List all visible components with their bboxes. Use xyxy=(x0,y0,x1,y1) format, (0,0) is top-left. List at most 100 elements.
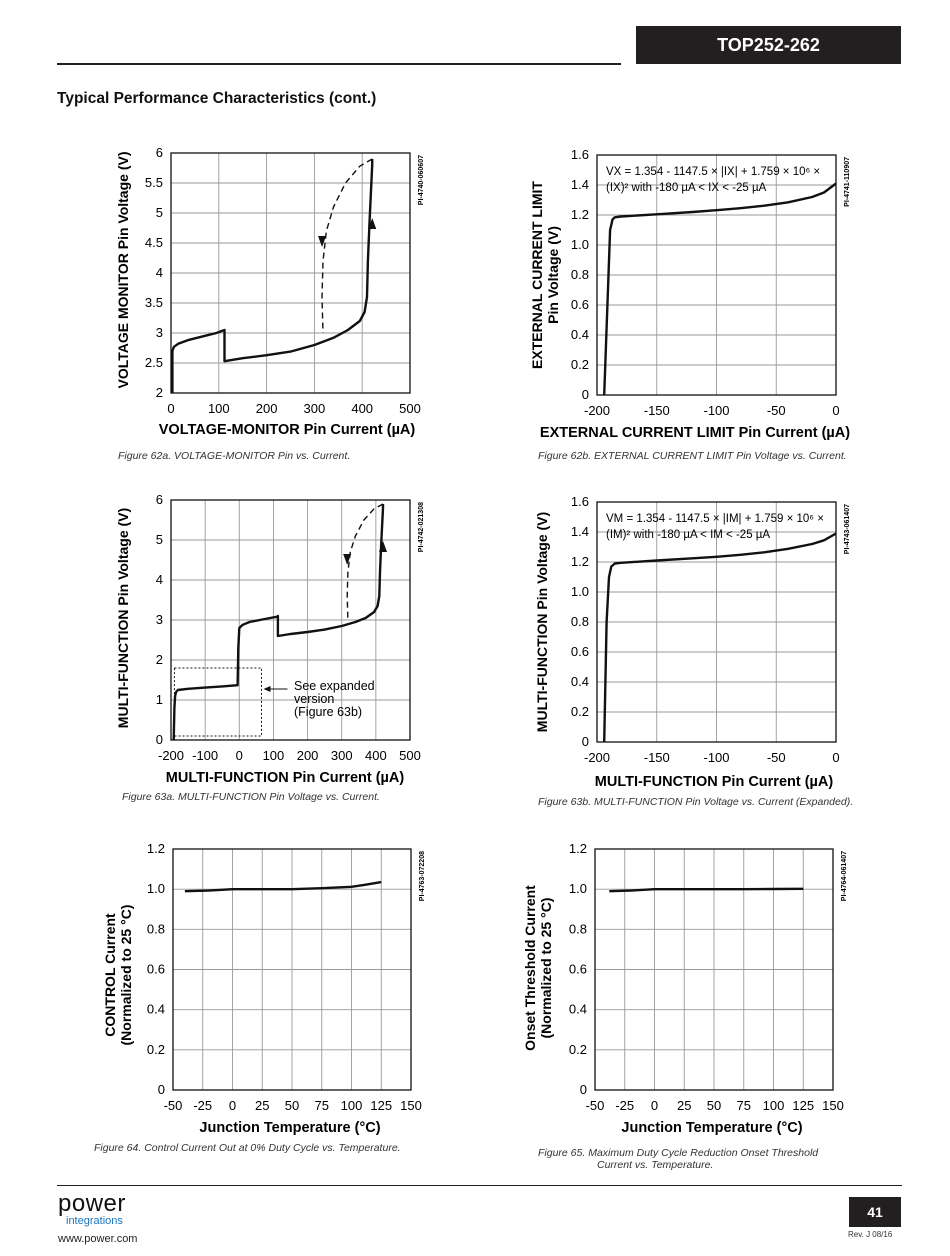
y-tick-label: 0.4 xyxy=(571,327,589,342)
y-axis-title: CONTROL Current xyxy=(102,913,118,1037)
x-tick-label: 25 xyxy=(677,1098,691,1113)
x-tick-label: -150 xyxy=(644,403,670,418)
logo-power-text: power xyxy=(58,1190,126,1217)
x-tick-label: 0 xyxy=(236,748,243,763)
x-tick-label: 50 xyxy=(285,1098,299,1113)
y-tick-label: 1 xyxy=(156,692,163,707)
series-line xyxy=(603,532,837,743)
y-tick-label: 1.0 xyxy=(569,881,587,896)
figure-caption: Figure 63b. MULTI-FUNCTION Pin Voltage v… xyxy=(538,796,854,808)
x-axis-title: MULTI-FUNCTION Pin Current (µA) xyxy=(595,774,834,790)
y-tick-label: 2 xyxy=(156,652,163,667)
figure-caption: Figure 62b. EXTERNAL CURRENT LIMIT Pin V… xyxy=(538,450,847,462)
x-tick-label: 150 xyxy=(400,1098,422,1113)
x-tick-label: 150 xyxy=(822,1098,844,1113)
figure-code-label: PI-4742-021308 xyxy=(418,502,425,552)
y-axis-title: (Normalized to 25 °C) xyxy=(538,898,554,1039)
y-tick-label: 0.2 xyxy=(571,357,589,372)
y-tick-label: 3 xyxy=(156,325,163,340)
x-tick-label: 300 xyxy=(331,748,353,763)
y-axis-title: EXTERNAL CURRENT LIMIT xyxy=(529,181,545,369)
x-tick-label: 500 xyxy=(399,748,421,763)
caption-line-1: Figure 65. Maximum Duty Cycle Reduction … xyxy=(538,1147,819,1159)
part-number-badge: TOP252-262 xyxy=(636,26,901,64)
series-line xyxy=(184,880,382,893)
figure-caption: Figure 65. Maximum Duty Cycle Reduction … xyxy=(538,1147,818,1171)
y-tick-label: 1.0 xyxy=(147,881,165,896)
x-tick-label: 100 xyxy=(763,1098,785,1113)
x-tick-label: -100 xyxy=(703,403,729,418)
x-tick-label: 0 xyxy=(651,1098,658,1113)
x-tick-label: -25 xyxy=(193,1098,212,1113)
x-axis-title: VOLTAGE-MONITOR Pin Current (µA) xyxy=(159,422,416,438)
y-tick-label: 0.6 xyxy=(571,297,589,312)
figure-code-label: PI-4764-061407 xyxy=(841,851,848,901)
section-title: Typical Performance Characteristics (con… xyxy=(57,90,377,107)
y-tick-label: 6 xyxy=(156,145,163,160)
x-tick-label: 25 xyxy=(255,1098,269,1113)
revision-label: Rev. J 08/16 xyxy=(848,1230,893,1239)
y-tick-label: 0.8 xyxy=(569,921,587,936)
x-tick-label: -200 xyxy=(584,750,610,765)
y-tick-label: 0.2 xyxy=(571,704,589,719)
y-tick-label: 1.2 xyxy=(571,554,589,569)
x-axis-title: Junction Temperature (°C) xyxy=(621,1120,802,1136)
y-axis-title: (Normalized to 25 °C) xyxy=(118,905,134,1046)
x-tick-label: 0 xyxy=(229,1098,236,1113)
y-tick-label: 0 xyxy=(582,734,589,749)
y-tick-label: 0.6 xyxy=(569,962,587,977)
x-tick-label: 200 xyxy=(256,401,278,416)
y-tick-label: 0 xyxy=(580,1082,587,1097)
y-tick-label: 0.6 xyxy=(147,962,165,977)
plot-frame xyxy=(170,152,411,394)
y-axis-title: MULTI-FUNCTION Pin Voltage (V) xyxy=(534,512,550,732)
y-tick-label: 0.4 xyxy=(569,1002,587,1017)
header-rule xyxy=(57,63,621,65)
y-tick-label: 0.2 xyxy=(147,1042,165,1057)
y-tick-label: 1.0 xyxy=(571,237,589,252)
y-tick-label: 4.5 xyxy=(145,235,163,250)
x-tick-label: 50 xyxy=(707,1098,721,1113)
y-tick-label: 0.2 xyxy=(569,1042,587,1057)
y-tick-label: 6 xyxy=(156,492,163,507)
y-tick-label: 1.2 xyxy=(147,841,165,856)
formula-text: VM = 1.354 - 1147.5 × |IM| + 1.759 × 10⁶… xyxy=(606,513,824,525)
x-tick-label: 75 xyxy=(315,1098,329,1113)
y-tick-label: 5.5 xyxy=(145,175,163,190)
page-number: 41 xyxy=(849,1197,901,1227)
x-tick-label: 100 xyxy=(208,401,230,416)
x-tick-label: -100 xyxy=(703,750,729,765)
formula-text: VX = 1.354 - 1147.5 × |IX| + 1.759 × 10⁶… xyxy=(606,166,820,178)
formula-text: (IX)² with -180 µA < IX < -25 µA xyxy=(606,182,767,194)
y-axis-title: Onset Threshold Current xyxy=(522,885,538,1051)
x-tick-label: 0 xyxy=(167,401,174,416)
x-tick-label: 0 xyxy=(832,750,839,765)
callout-text: See expanded xyxy=(294,679,375,693)
y-tick-label: 3.5 xyxy=(145,295,163,310)
callout-text: (Figure 63b) xyxy=(294,705,362,719)
direction-arrow xyxy=(343,554,352,565)
y-tick-label: 0.4 xyxy=(147,1002,165,1017)
y-tick-label: 3 xyxy=(156,612,163,627)
footer-rule xyxy=(57,1185,902,1186)
figure-code-label: PI-4763-072208 xyxy=(419,851,426,901)
y-tick-label: 4 xyxy=(156,265,163,280)
figure-code-label: PI-4741-110907 xyxy=(844,157,851,207)
y-tick-label: 1.4 xyxy=(571,524,589,539)
logo-integrations-text: integrations xyxy=(66,1215,123,1227)
x-tick-label: 500 xyxy=(399,401,421,416)
series-line xyxy=(609,887,804,893)
y-tick-label: 1.6 xyxy=(571,147,589,162)
y-tick-label: 4 xyxy=(156,572,163,587)
y-axis-title: Pin Voltage (V) xyxy=(545,226,561,324)
y-tick-label: 2 xyxy=(156,385,163,400)
expanded-region-box xyxy=(173,667,262,737)
callout-text: version xyxy=(294,692,334,706)
direction-arrow xyxy=(379,541,388,552)
figure-code-label: PI-4740-060607 xyxy=(418,155,425,205)
x-tick-label: 125 xyxy=(792,1098,814,1113)
